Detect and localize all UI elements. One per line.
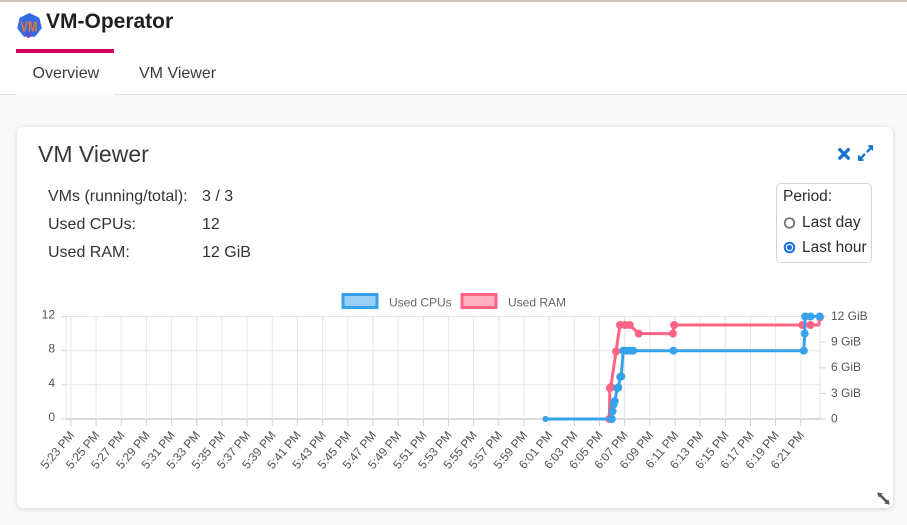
svg-text:VM: VM	[20, 18, 37, 35]
svg-text:Used RAM: Used RAM	[508, 296, 566, 310]
svg-text:Used CPUs: Used CPUs	[389, 296, 452, 310]
svg-text:6 GiB: 6 GiB	[831, 360, 861, 374]
svg-text:0: 0	[831, 412, 838, 426]
svg-text:3 GiB: 3 GiB	[831, 386, 861, 400]
svg-text:8: 8	[48, 342, 55, 356]
svg-text:v: v	[26, 30, 32, 39]
svg-text:12 GiB: 12 GiB	[831, 309, 868, 323]
svg-text:0: 0	[48, 410, 55, 424]
svg-text:12: 12	[42, 308, 56, 322]
svg-text:4: 4	[48, 376, 55, 390]
svg-text:9 GiB: 9 GiB	[831, 335, 861, 349]
